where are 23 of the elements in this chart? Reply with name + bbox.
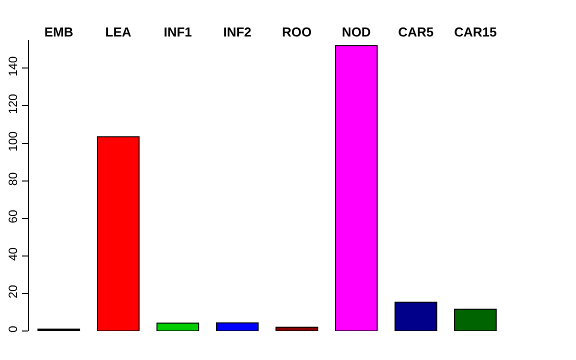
bar <box>96 136 140 331</box>
y-tick-label: 20 <box>6 284 20 298</box>
x-tick-label: CAR5 <box>398 24 434 40</box>
bar <box>394 302 438 331</box>
bar <box>276 326 318 331</box>
x-tick-label: EMB <box>44 24 74 40</box>
y-tick-label: 140 <box>6 56 20 76</box>
y-tick-label: 120 <box>6 94 20 114</box>
bar <box>156 322 200 331</box>
x-tick-label: ROO <box>282 24 312 40</box>
bar <box>454 308 497 331</box>
bar <box>216 322 259 331</box>
y-tick-label: 0 <box>6 326 20 333</box>
y-tick-label: 40 <box>6 247 20 261</box>
x-tick-label: INF1 <box>164 24 192 40</box>
x-tick-label: NOD <box>342 24 371 40</box>
bar <box>335 45 378 331</box>
y-tick-label: 80 <box>6 172 20 186</box>
y-tick-label: 100 <box>6 131 20 152</box>
x-tick-label: LEA <box>105 24 132 40</box>
y-tick-label: 60 <box>6 210 20 224</box>
x-tick-label: INF2 <box>223 24 252 40</box>
x-tick-label: CAR15 <box>454 24 497 40</box>
